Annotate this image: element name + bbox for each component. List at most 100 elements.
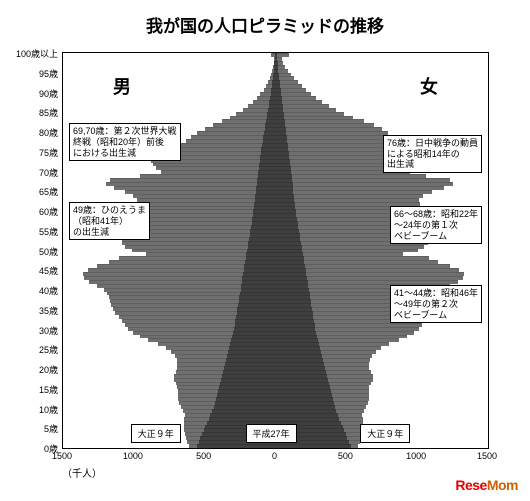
age-row (63, 444, 488, 448)
age-row (63, 374, 488, 378)
age-row (63, 346, 488, 350)
x-tick-label: 1500 (472, 451, 502, 461)
logo: ReseMom (455, 477, 518, 493)
age-row (63, 354, 488, 358)
era-label: 平成27年 (246, 424, 297, 443)
x-tick-label: 500 (330, 451, 360, 461)
chart-title: 我が国の人口ピラミッドの推移 (0, 0, 530, 37)
x-tick-label: 1000 (401, 451, 431, 461)
age-row (63, 57, 488, 61)
annotation: 76歳：日中戦争の動員による昭和14年の出生減 (383, 135, 482, 173)
age-row (63, 366, 488, 370)
age-row (63, 249, 488, 253)
y-tick-label: 15歳 (39, 383, 58, 396)
x-tick-label: 0 (260, 451, 290, 461)
age-row (63, 358, 488, 362)
y-tick-label: 80歳 (39, 126, 58, 139)
age-row (63, 96, 488, 100)
age-row (63, 186, 488, 190)
age-row (63, 280, 488, 284)
age-row (63, 104, 488, 108)
age-row (63, 84, 488, 88)
x-tick-label: 500 (189, 451, 219, 461)
age-row (63, 276, 488, 280)
y-tick-label: 85歳 (39, 106, 58, 119)
age-row (63, 338, 488, 342)
age-row (63, 112, 488, 116)
age-row (63, 174, 488, 178)
y-tick-label: 40歳 (39, 284, 58, 297)
age-row (63, 409, 488, 413)
age-row (63, 190, 488, 194)
x-tick-label: 1500 (47, 451, 77, 461)
age-row (63, 198, 488, 202)
age-row (63, 272, 488, 276)
age-row (63, 178, 488, 182)
age-row (63, 382, 488, 386)
age-row (63, 264, 488, 268)
y-tick-label: 35歳 (39, 304, 58, 317)
annotation: 41～44歳：昭和46年～49年の第２次ベビーブーム (390, 285, 482, 323)
era-label: 大正９年 (131, 424, 181, 443)
age-row (63, 116, 488, 120)
y-tick-label: 5歳 (44, 422, 58, 435)
age-row (63, 268, 488, 272)
age-row (63, 378, 488, 382)
logo-left: Rese (455, 477, 486, 493)
age-row (63, 65, 488, 69)
y-tick-label: 65歳 (39, 185, 58, 198)
age-row (63, 76, 488, 80)
annotation: 66～68歳：昭和22年～24年の第１次ベビーブーム (390, 206, 482, 244)
y-tick-label: 95歳 (39, 67, 58, 80)
y-tick-label: 30歳 (39, 324, 58, 337)
age-row (63, 69, 488, 73)
y-tick-label: 60歳 (39, 205, 58, 218)
age-row (63, 323, 488, 327)
y-tick-label: 100歳以上 (16, 47, 58, 60)
y-tick-label: 20歳 (39, 363, 58, 376)
annotation: 69,70歳：第２次世界大戦終戦（昭和20年）前後における出生減 (69, 123, 181, 161)
annotation: 49歳：ひのえうま（昭和41年）の出生減 (69, 202, 150, 240)
age-row (63, 80, 488, 84)
age-row (63, 260, 488, 264)
age-row (63, 92, 488, 96)
age-row (63, 342, 488, 346)
y-tick-label: 70歳 (39, 166, 58, 179)
units-label: （千人） (62, 465, 102, 480)
age-row (63, 401, 488, 405)
age-row (63, 335, 488, 339)
age-row (63, 245, 488, 249)
age-row (63, 256, 488, 260)
age-row (63, 73, 488, 77)
age-row (63, 108, 488, 112)
age-row (63, 182, 488, 186)
y-tick-label: 90歳 (39, 87, 58, 100)
y-tick-label: 55歳 (39, 225, 58, 238)
age-row (63, 370, 488, 374)
age-row (63, 397, 488, 401)
y-tick-label: 75歳 (39, 146, 58, 159)
age-row (63, 393, 488, 397)
age-row (63, 88, 488, 92)
x-tick-label: 1000 (118, 451, 148, 461)
age-row (63, 252, 488, 256)
age-row (63, 331, 488, 335)
age-row (63, 350, 488, 354)
age-row (63, 413, 488, 417)
y-tick-label: 50歳 (39, 245, 58, 258)
age-row (63, 385, 488, 389)
logo-right: Mom (487, 477, 518, 493)
age-row (63, 362, 488, 366)
age-row (63, 194, 488, 198)
plot-area: 男 女 69,70歳：第２次世界大戦終戦（昭和20年）前後における出生減49歳：… (62, 52, 489, 449)
age-row (63, 61, 488, 65)
age-row (63, 417, 488, 421)
age-row (63, 389, 488, 393)
y-tick-label: 10歳 (39, 403, 58, 416)
y-tick-label: 45歳 (39, 264, 58, 277)
age-row (63, 405, 488, 409)
age-row (63, 100, 488, 104)
y-tick-label: 25歳 (39, 343, 58, 356)
age-row (63, 53, 488, 57)
era-label: 大正９年 (360, 424, 410, 443)
